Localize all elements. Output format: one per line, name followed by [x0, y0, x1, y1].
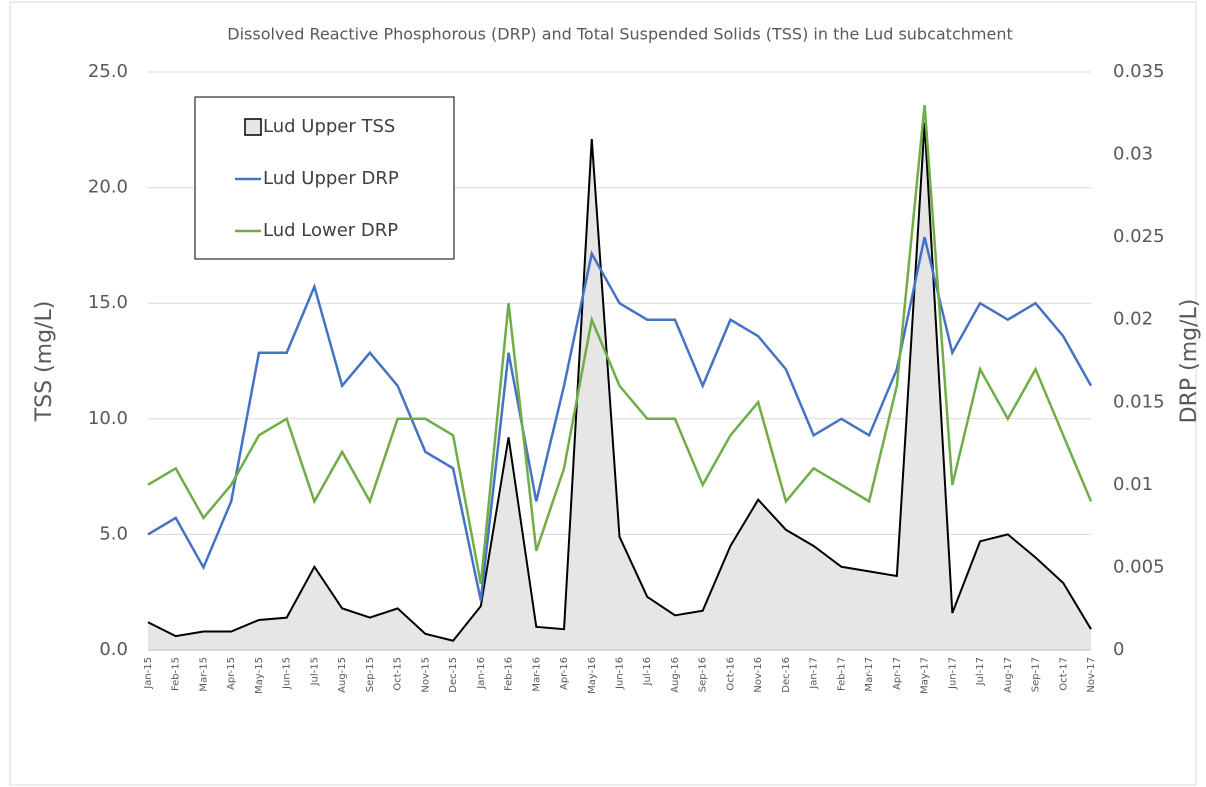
y-axis-label: TSS (mg/L): [32, 301, 57, 423]
x-tick-label: Apr-15: [226, 657, 237, 690]
x-tick-label: Jan-15: [143, 657, 154, 690]
y2-tick-label: 0.02: [1113, 309, 1153, 330]
x-tick-label: Jul-15: [309, 657, 320, 686]
x-tick-label: Apr-16: [559, 657, 570, 690]
x-tick-label: Oct-16: [725, 657, 736, 691]
x-tick-label: Oct-17: [1058, 657, 1069, 691]
chart-title: Dissolved Reactive Phosphorous (DRP) and…: [227, 25, 1012, 44]
y2-tick-label: 0.005: [1113, 556, 1165, 577]
legend-label: Lud Lower DRP: [263, 220, 398, 241]
y-tick-label: 20.0: [88, 177, 128, 198]
x-tick-label: Feb-16: [504, 657, 515, 691]
y-tick-label: 15.0: [88, 292, 128, 313]
x-tick-label: Sep-15: [365, 657, 376, 692]
x-tick-label: Sep-17: [1031, 657, 1042, 692]
y-tick-label: 25.0: [88, 61, 128, 82]
y2-tick-label: 0.015: [1113, 391, 1165, 412]
x-tick-label: Aug-15: [337, 657, 348, 693]
x-tick-label: Jun-15: [282, 657, 293, 690]
area-line: [147, 122, 1092, 642]
line: [147, 236, 1093, 601]
x-tick-label: Nov-15: [420, 657, 431, 693]
x-tick-label: Jul-17: [975, 657, 986, 686]
legend-label: Lud Upper TSS: [263, 116, 395, 137]
y2-tick-label: 0: [1113, 639, 1124, 660]
x-tick-label: Aug-17: [1003, 657, 1014, 693]
x-tick-label: Dec-16: [781, 657, 792, 693]
x-tick-label: Feb-15: [171, 657, 182, 691]
x-tick-label: Mar-15: [198, 657, 209, 692]
y2-tick-label: 0.01: [1113, 474, 1153, 495]
x-tick-label: Nov-17: [1086, 657, 1097, 693]
y2-axis-label: DRP (mg/L): [1177, 299, 1202, 424]
x-tick-label: Sep-16: [698, 657, 709, 692]
legend-label: Lud Upper DRP: [263, 168, 399, 189]
x-tick-label: Dec-15: [448, 657, 459, 693]
line: [147, 104, 1093, 585]
y2-tick-label: 0.035: [1113, 61, 1165, 82]
x-tick-label: Aug-16: [670, 657, 681, 693]
x-tick-label: Jan-16: [476, 657, 487, 690]
y-tick-label: 0.0: [99, 639, 128, 660]
x-tick-label: Jun-16: [615, 657, 626, 690]
x-tick-label: May-17: [920, 657, 931, 694]
y2-tick-label: 0.03: [1113, 144, 1153, 165]
x-tick-label: Jul-16: [642, 657, 653, 686]
legend-swatch: [244, 118, 262, 136]
x-tick-label: Nov-16: [753, 657, 764, 693]
x-tick-label: May-15: [254, 657, 265, 694]
x-tick-label: Mar-17: [864, 657, 875, 692]
x-tick-label: May-16: [587, 657, 598, 694]
area: [148, 122, 1091, 650]
x-tick-label: Jan-17: [809, 657, 820, 690]
x-tick-label: Jun-17: [947, 657, 958, 690]
x-tick-label: Mar-16: [531, 657, 542, 692]
x-tick-label: Feb-17: [836, 657, 847, 691]
y2-tick-label: 0.025: [1113, 226, 1165, 247]
x-tick-label: Apr-17: [892, 657, 903, 690]
y-tick-label: 10.0: [88, 408, 128, 429]
x-tick-label: Oct-15: [393, 657, 404, 691]
y-tick-label: 5.0: [99, 523, 128, 544]
